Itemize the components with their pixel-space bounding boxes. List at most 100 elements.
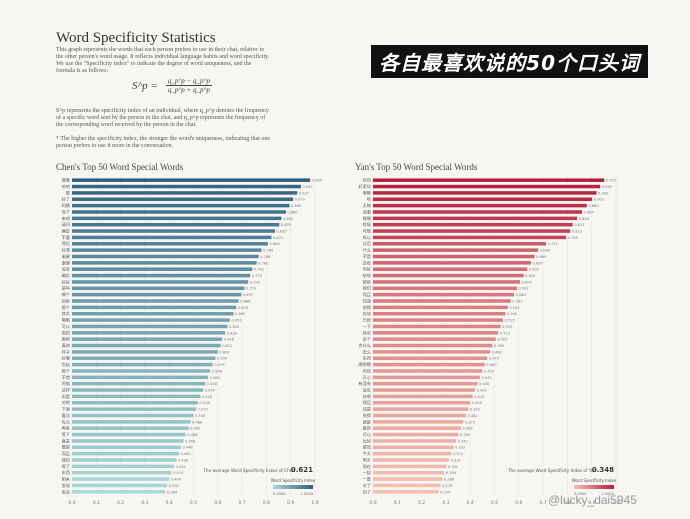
yan-category-label: 知道 — [363, 297, 372, 304]
yan-bar — [373, 490, 439, 494]
chen-value-label: 0.676 — [238, 306, 249, 310]
yan-bar — [373, 203, 587, 208]
yan-bar — [373, 229, 571, 233]
chen-value-label: 0.780 — [263, 249, 274, 253]
chen-category-label: 来吧 — [62, 216, 71, 222]
yan-value-label: 0.620 — [525, 274, 536, 278]
yan-value-label: 0.902 — [594, 198, 604, 202]
chen-category-label: 下面 — [62, 407, 70, 413]
yan-value-label: 0.460 — [486, 363, 497, 367]
chen-average-value: 0.621 — [291, 466, 313, 474]
yan-category-label: 然后 — [363, 399, 371, 406]
yan-bar — [373, 375, 480, 380]
chen-category-label: 不错 — [62, 374, 70, 381]
yan-bar — [373, 254, 535, 259]
yan-value-label: 0.592 — [518, 287, 528, 291]
yan-bar — [373, 420, 464, 424]
yan-category-label: 觉得 — [363, 412, 371, 419]
yan-bar — [373, 350, 491, 354]
chen-value-label: 0.686 — [240, 299, 251, 303]
formula-numerator: q_p^p − q_p^p — [165, 76, 212, 86]
chen-bar — [72, 490, 166, 494]
chen-value-label: 0.430 — [178, 458, 189, 462]
chen-value-label: 0.448 — [182, 446, 193, 450]
yan-category-label: 哎呀 — [363, 222, 371, 228]
chen-x-tick-label: 0.0 — [68, 500, 75, 506]
chen-bar — [72, 451, 179, 456]
yan-bar — [373, 299, 511, 303]
chen-value-label: 0.440 — [180, 452, 191, 456]
yan-category-label: 应该 — [363, 310, 371, 317]
yan-bar — [373, 432, 459, 437]
yan-bar — [373, 280, 521, 284]
chen-category-label: 嗯 — [66, 190, 70, 195]
chen-bar — [72, 458, 177, 462]
yan-value-label: 0.822 — [574, 223, 584, 227]
yan-bar — [373, 407, 469, 411]
yan-bar — [373, 331, 499, 335]
chen-category-label: 麻烦 — [62, 336, 70, 343]
yan-bar — [373, 464, 447, 469]
chen-category-label: 有点 — [62, 418, 70, 425]
chen-category-label: 可以 — [62, 324, 71, 329]
formula-explanation: S^p represents the specificity index of … — [56, 108, 269, 128]
chen-category-label: 真的 — [62, 342, 70, 349]
yan-bar — [373, 356, 488, 361]
chen-bar — [72, 254, 259, 259]
yan-bar — [373, 445, 454, 450]
yan-bar — [373, 178, 605, 182]
formula: S^p = q_p^p − q_p^p q_p^p + q_p^p — [132, 76, 212, 94]
chen-category-label: 你了 — [62, 208, 70, 214]
chen-value-label: 0.821 — [273, 236, 283, 240]
yan-value-label: 0.470 — [489, 357, 500, 361]
yan-value-label: 0.440 — [481, 376, 492, 380]
yan-category-label: 可能 — [363, 228, 372, 235]
yan-x-tick-label: 0.6 — [515, 500, 522, 506]
yan-value-label: 0.450 — [484, 369, 495, 373]
yan-bar — [373, 451, 452, 456]
yan-value-label: 0.535 — [505, 319, 515, 323]
chen-bar — [72, 191, 298, 195]
chen-x-tick-label: 0.2 — [117, 500, 124, 506]
yan-bar — [373, 216, 578, 221]
yan-value-label: 0.420 — [477, 389, 488, 393]
chen-bar — [72, 280, 249, 284]
yan-bar — [373, 311, 506, 316]
chen-bar — [72, 343, 221, 348]
yan-x-tick-label: 0.7 — [540, 500, 547, 506]
yan-value-label: 0.605 — [522, 280, 532, 284]
yan-bar — [373, 318, 504, 322]
yan-category-label: 的话 — [363, 367, 371, 374]
yan-category-label: 以后 — [363, 240, 371, 247]
chen-category-label: 来说 — [62, 488, 70, 495]
chen-bar — [72, 356, 216, 361]
chen-category-label: 其实 — [62, 310, 70, 317]
chen-category-label: 但是 — [62, 393, 71, 400]
chen-category-label: 样子 — [62, 348, 70, 355]
chen-category-label: 确定 — [62, 228, 70, 235]
yan-value-label: 0.680 — [540, 249, 551, 253]
yan-value-label: 0.935 — [602, 185, 612, 189]
yan-bar — [373, 401, 471, 405]
chen-bar — [72, 311, 234, 316]
yan-bar — [373, 267, 528, 271]
chart-title-chen: Chen's Top 50 Word Special Words — [56, 162, 184, 172]
chen-bar — [72, 267, 253, 271]
chen-category-label: 那个 — [62, 367, 71, 374]
formula-fraction: q_p^p − q_p^p q_p^p + q_p^p — [165, 76, 212, 94]
yan-category-label: 觉得 — [363, 304, 371, 311]
yan-bar — [373, 324, 501, 329]
chen-category-label: 回来 — [62, 298, 71, 304]
yan-value-label: 0.567 — [512, 299, 522, 303]
chen-legend-title: Word Specificity Index — [271, 478, 316, 483]
description-text: This graph represents the words that eac… — [56, 47, 270, 74]
yan-value-label: 0.650 — [532, 261, 543, 265]
yan-value-label: 0.795 — [568, 236, 578, 240]
yan-bar — [373, 381, 478, 386]
chen-value-label: 0.560 — [210, 376, 221, 380]
yan-category-label: 嘿嘿 — [363, 216, 372, 222]
yan-bar — [373, 305, 508, 310]
chen-value-label: 0.768 — [260, 255, 271, 259]
chen-value-label: 0.806 — [269, 242, 280, 246]
yan-category-label: 就是 — [363, 418, 372, 425]
